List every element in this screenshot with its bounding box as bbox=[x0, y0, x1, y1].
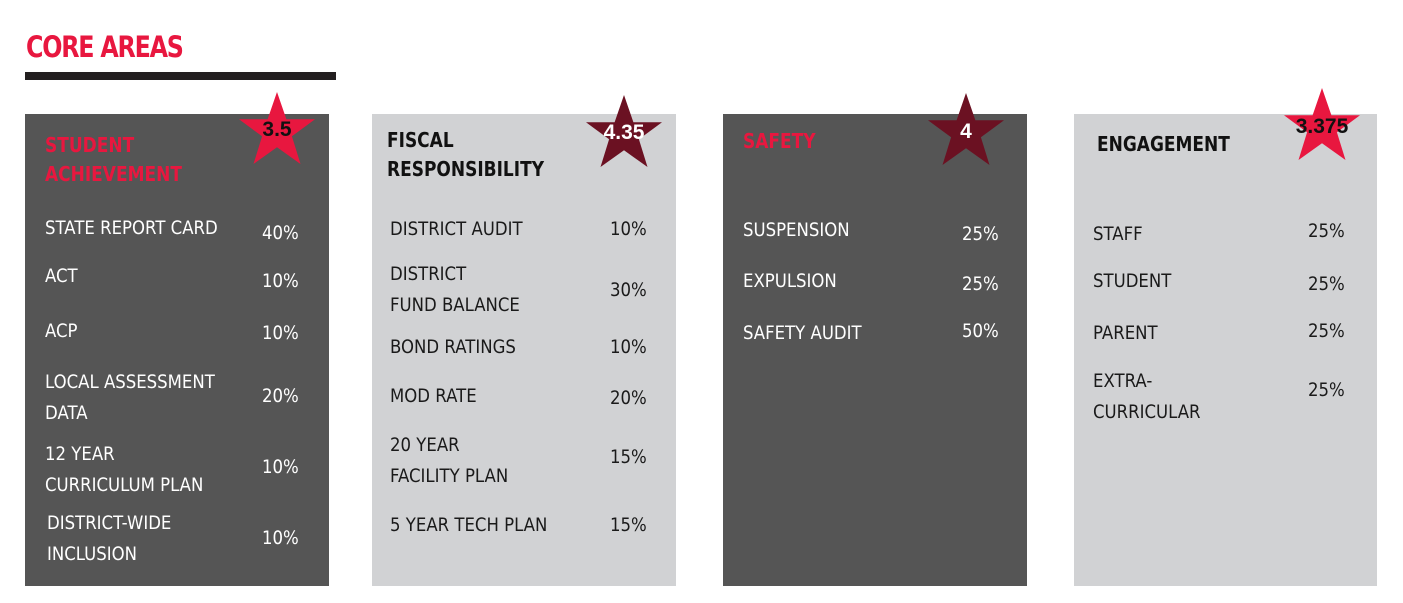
row-label-12-year-curriculum-plan: 12 YEAR CURRICULUM PLAN bbox=[45, 443, 204, 496]
row-label-5-year-tech-plan: 5 YEAR TECH PLAN bbox=[390, 514, 548, 536]
row-percent: 50% bbox=[962, 320, 999, 342]
row-percent: 15% bbox=[610, 514, 647, 536]
row-label-student: STUDENT bbox=[1093, 270, 1172, 292]
rating-star-safety: 4 bbox=[924, 91, 1008, 175]
card-title: FISCAL RESPONSIBILITY bbox=[387, 128, 545, 181]
card-engagement: ENGAGEMENT STAFF 25% STUDENT 25% PARENT … bbox=[1074, 114, 1377, 586]
card-title: ENGAGEMENT bbox=[1097, 132, 1230, 156]
row-percent: 10% bbox=[262, 456, 299, 478]
row-percent: 30% bbox=[610, 279, 647, 301]
rating-star-fiscal-responsibility: 4.35 bbox=[582, 93, 666, 177]
card-student-achievement: STUDENT ACHIEVEMENT STATE REPORT CARD 40%… bbox=[25, 114, 329, 586]
rating-star-student-achievement: 3.5 bbox=[235, 90, 319, 174]
row-percent: 25% bbox=[1308, 320, 1345, 342]
row-label-suspension: SUSPENSION bbox=[743, 219, 850, 241]
card-title: SAFETY bbox=[743, 129, 816, 153]
row-percent: 10% bbox=[610, 336, 647, 358]
row-label-extra-curricular: EXTRA- CURRICULAR bbox=[1093, 370, 1201, 423]
row-percent: 15% bbox=[610, 446, 647, 468]
rating-value: 4 bbox=[960, 120, 972, 143]
row-label-state-report-card: STATE REPORT CARD bbox=[45, 217, 218, 239]
row-label-district-wide-inclusion: DISTRICT-WIDE INCLUSION bbox=[47, 512, 172, 565]
row-percent: 10% bbox=[262, 322, 299, 344]
card-title: STUDENT ACHIEVEMENT bbox=[45, 133, 182, 186]
row-label-acp: ACP bbox=[45, 320, 78, 342]
row-label-staff: STAFF bbox=[1093, 223, 1143, 245]
star-icon bbox=[586, 95, 662, 167]
row-percent: 10% bbox=[610, 218, 647, 240]
row-percent: 25% bbox=[1308, 273, 1345, 295]
rating-value: 4.35 bbox=[603, 121, 645, 144]
card-fiscal-responsibility: FISCAL RESPONSIBILITY DISTRICT AUDIT 10% … bbox=[372, 114, 676, 586]
star-icon bbox=[928, 93, 1004, 165]
row-label-safety-audit: SAFETY AUDIT bbox=[743, 322, 862, 344]
row-label-district-fund-balance: DISTRICT FUND BALANCE bbox=[390, 263, 520, 316]
row-percent: 40% bbox=[262, 222, 299, 244]
row-percent: 10% bbox=[262, 527, 299, 549]
row-percent: 20% bbox=[262, 385, 299, 407]
row-percent: 20% bbox=[610, 387, 647, 409]
row-percent: 25% bbox=[962, 273, 999, 295]
row-label-act: ACT bbox=[45, 265, 78, 287]
rating-value: 3.375 bbox=[1295, 115, 1349, 138]
row-label-expulsion: EXPULSION bbox=[743, 270, 837, 292]
page-title: CORE AREAS bbox=[26, 30, 184, 64]
row-percent: 10% bbox=[262, 270, 299, 292]
star-icon bbox=[1284, 88, 1360, 160]
row-percent: 25% bbox=[1308, 379, 1345, 401]
card-safety: SAFETY SUSPENSION 25% EXPULSION 25% SAFE… bbox=[723, 114, 1027, 586]
row-label-district-audit: DISTRICT AUDIT bbox=[390, 218, 523, 240]
row-label-20-year-facility-plan: 20 YEAR FACILITY PLAN bbox=[390, 434, 509, 487]
row-label-mod-rate: MOD RATE bbox=[390, 385, 477, 407]
rating-star-engagement: 3.375 bbox=[1280, 86, 1364, 170]
star-icon bbox=[239, 92, 315, 164]
row-label-local-assessment-data: LOCAL ASSESSMENT DATA bbox=[45, 371, 215, 424]
title-underline bbox=[25, 72, 336, 80]
rating-value: 3.5 bbox=[262, 118, 292, 141]
row-label-bond-ratings: BOND RATINGS bbox=[390, 336, 516, 358]
row-label-parent: PARENT bbox=[1093, 322, 1158, 344]
row-percent: 25% bbox=[1308, 220, 1345, 242]
row-percent: 25% bbox=[962, 223, 999, 245]
